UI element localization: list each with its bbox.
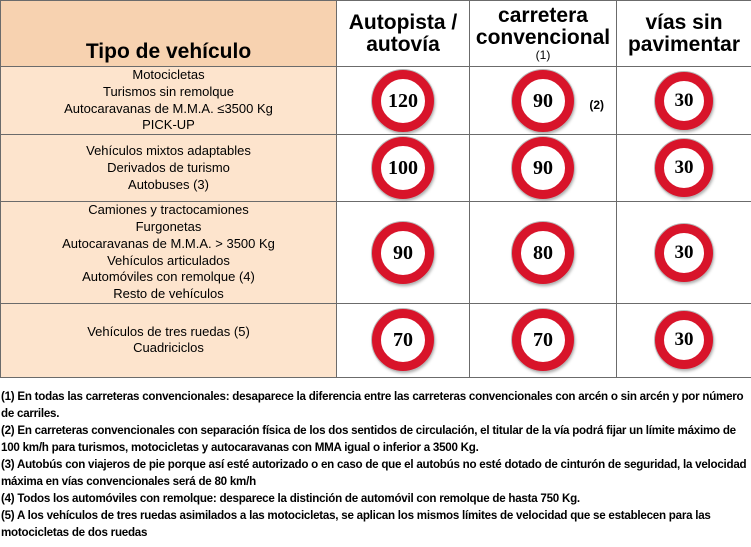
vehicle-type-cell: Camiones y tractocamiones Furgonetas Aut… bbox=[0, 201, 337, 304]
speed-limits-table: Tipo de vehículo Autopista / autovía car… bbox=[0, 0, 751, 378]
motorway-header: Autopista / autovía bbox=[336, 0, 470, 67]
speed-cell-conventional: 70 bbox=[469, 302, 617, 378]
footnote: (4) Todos los automóviles con remolque: … bbox=[1, 492, 580, 505]
speed-cell-motorway: 90 bbox=[336, 201, 470, 304]
speed-cell-conventional: 80 bbox=[469, 201, 617, 304]
footnote: (2) En carreteras convencionales con sep… bbox=[1, 424, 736, 454]
speed-limit-sign: 70 bbox=[372, 309, 434, 372]
table-row: Camiones y tractocamiones Furgonetas Aut… bbox=[0, 201, 751, 304]
vehicle-type: Autocaravanas de M.M.A. ≤3500 Kg bbox=[64, 100, 273, 116]
speed-limit-sign: 30 bbox=[655, 311, 713, 370]
vehicle-type: Vehículos mixtos adaptables bbox=[86, 142, 251, 158]
header-row: Tipo de vehículo Autopista / autovía car… bbox=[0, 0, 751, 67]
conventional-road-footnote-ref: (1) bbox=[535, 48, 551, 62]
speed-limit-sign: 70 bbox=[512, 309, 574, 372]
speed-cell-conventional: 90 (2) bbox=[469, 65, 617, 136]
speed-cell-conventional: 90 bbox=[469, 134, 617, 203]
speed-limit-sign: 80 bbox=[512, 221, 574, 284]
unpaved-road-header: vías sin pavimentar bbox=[616, 0, 751, 67]
vehicle-type: Autocaravanas de M.M.A. > 3500 Kg bbox=[62, 235, 275, 251]
footnote-ref: (2) bbox=[589, 97, 604, 112]
table-row: Motocicletas Turismos sin remolque Autoc… bbox=[0, 65, 751, 136]
speed-limit-sign: 30 bbox=[655, 71, 713, 130]
speed-cell-unpaved: 30 bbox=[616, 134, 751, 203]
vehicle-type-header: Tipo de vehículo bbox=[0, 0, 337, 67]
speed-cell-motorway: 120 bbox=[336, 65, 470, 136]
speed-limit-sign: 30 bbox=[655, 139, 713, 198]
vehicle-type: Furgonetas bbox=[135, 218, 202, 234]
speed-limit-sign: 90 bbox=[512, 69, 574, 132]
speed-cell-unpaved: 30 bbox=[616, 201, 751, 304]
vehicle-type: Cuadriciclos bbox=[133, 340, 204, 356]
footnote: (5) A los vehículos de tres ruedas asimi… bbox=[1, 509, 711, 539]
vehicle-type: PICK-UP bbox=[142, 117, 195, 133]
vehicle-type: Vehículos de tres ruedas (5) bbox=[87, 323, 250, 339]
vehicle-type: Motocicletas bbox=[132, 67, 205, 82]
vehicle-type: Camiones y tractocamiones bbox=[88, 202, 249, 218]
speed-limit-sign: 90 bbox=[512, 137, 574, 200]
footnote: (3) Autobús con viajeros de pie porque a… bbox=[1, 458, 747, 488]
speed-cell-unpaved: 30 bbox=[616, 302, 751, 378]
vehicle-type: Turismos sin remolque bbox=[102, 83, 234, 99]
vehicle-type-cell: Vehículos de tres ruedas (5) Cuadriciclo… bbox=[0, 302, 337, 378]
conventional-road-header: carretera convencional (1) bbox=[469, 0, 617, 67]
speed-limit-sign: 120 bbox=[372, 69, 434, 132]
speed-cell-motorway: 70 bbox=[336, 302, 470, 378]
vehicle-type: Derivados de turismo bbox=[107, 159, 230, 175]
table-row: Vehículos de tres ruedas (5) Cuadriciclo… bbox=[0, 302, 751, 378]
footnote: (1) En todas las carreteras convencional… bbox=[1, 390, 744, 420]
table-row: Vehículos mixtos adaptables Derivados de… bbox=[0, 134, 751, 203]
vehicle-type-cell: Motocicletas Turismos sin remolque Autoc… bbox=[0, 65, 337, 136]
vehicle-type-header-label: Tipo de vehículo bbox=[85, 40, 252, 63]
vehicle-type: Automóviles con remolque (4) bbox=[82, 269, 255, 285]
speed-limit-sign: 90 bbox=[372, 221, 434, 284]
speed-cell-motorway: 100 bbox=[336, 134, 470, 203]
footnotes: (1) En todas las carreteras convencional… bbox=[1, 388, 749, 541]
conventional-road-header-label: carretera convencional bbox=[475, 4, 611, 49]
vehicle-type: Resto de vehículos bbox=[113, 286, 224, 302]
speed-cell-unpaved: 30 bbox=[616, 65, 751, 136]
speed-limit-sign: 100 bbox=[372, 137, 434, 200]
speed-limit-sign: 30 bbox=[655, 223, 713, 282]
vehicle-type: Vehículos articulados bbox=[107, 252, 230, 268]
vehicle-type: Autobuses (3) bbox=[128, 176, 209, 192]
vehicle-type-cell: Vehículos mixtos adaptables Derivados de… bbox=[0, 134, 337, 203]
